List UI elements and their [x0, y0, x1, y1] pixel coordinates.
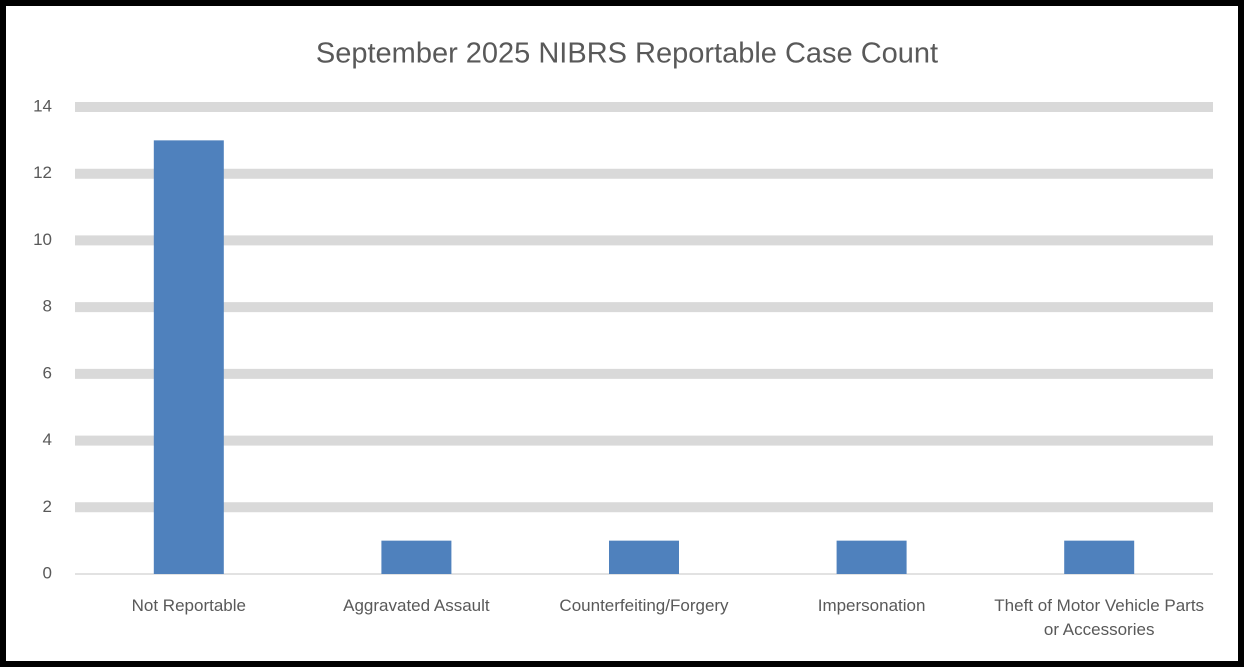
y-tick-label: 4 [43, 430, 52, 449]
bar [381, 540, 452, 574]
bar [153, 140, 224, 574]
y-tick-label: 12 [33, 163, 52, 182]
x-tick-label: Theft of Motor Vehicle Parts or Accessor… [994, 596, 1205, 639]
bar [1064, 540, 1135, 574]
y-tick-label: 0 [43, 563, 52, 582]
y-tick-label: 14 [33, 96, 52, 115]
y-tick-label: 2 [43, 497, 52, 516]
bar [609, 540, 679, 574]
x-tick-label: Counterfeiting/Forgery [559, 596, 729, 615]
x-tick-label: Not Reportable [131, 596, 246, 615]
chart-title: September 2025 NIBRS Reportable Case Cou… [316, 38, 938, 70]
y-tick-label: 8 [43, 297, 52, 316]
x-tick-label: Aggravated Assault [343, 596, 490, 615]
x-tick-label: Impersonation [817, 596, 926, 615]
bar [836, 540, 907, 574]
y-tick-label: 6 [43, 363, 52, 382]
y-tick-label: 10 [33, 230, 52, 249]
